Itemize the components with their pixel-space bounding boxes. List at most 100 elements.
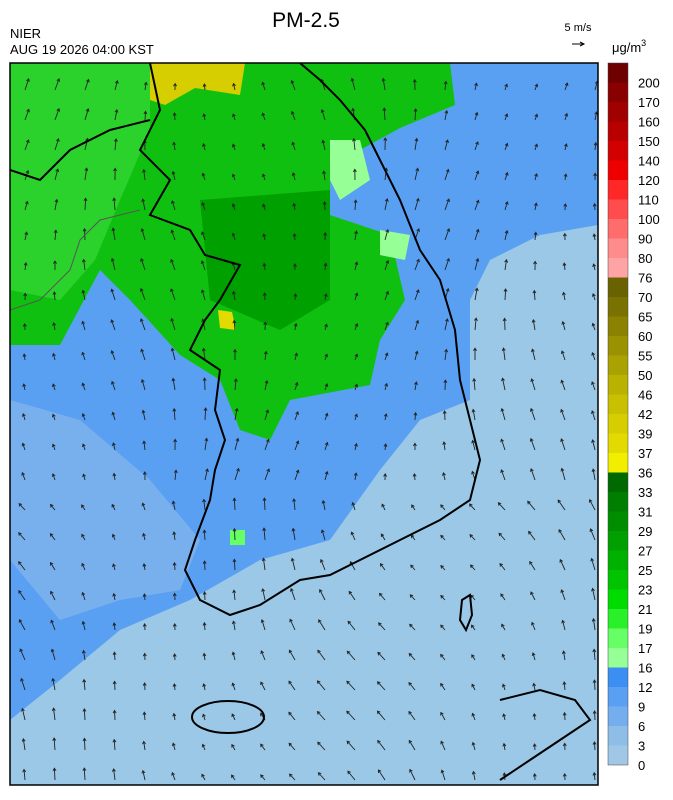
wind-arrow (50, 590, 56, 601)
colorbar-segment (608, 297, 628, 317)
wind-arrow (113, 138, 118, 151)
colorbar-segment (608, 180, 628, 200)
wind-arrow (204, 437, 209, 451)
wind-arrow (110, 349, 116, 361)
wind-arrow (112, 197, 117, 211)
wind-arrow (231, 290, 236, 301)
wind-arrow (561, 650, 566, 661)
wind-arrow (440, 682, 446, 691)
wind-arrow (233, 378, 238, 391)
wind-arrow (591, 322, 596, 331)
wind-arrow (142, 740, 146, 751)
wind-arrow (384, 382, 389, 391)
wind-arrow (442, 472, 446, 481)
wind-arrow (593, 141, 598, 151)
wind-arrow (534, 172, 538, 181)
wind-arrow (411, 504, 416, 511)
wind-arrow (19, 648, 26, 661)
wind-arrow (500, 407, 506, 421)
wind-arrow (82, 678, 87, 691)
wind-arrow (412, 472, 417, 481)
colorbar-segment (608, 628, 628, 648)
wind-arrow (202, 498, 207, 511)
wind-arrow (560, 379, 566, 391)
wind-arrow (320, 529, 326, 541)
colorbar-label: 50 (638, 368, 652, 383)
wind-arrow (384, 321, 389, 331)
wind-arrow (474, 257, 480, 271)
wind-arrow (532, 289, 537, 301)
wind-arrow (51, 707, 56, 721)
wind-arrow (21, 442, 26, 451)
wind-arrow (260, 650, 266, 661)
wind-arrow (468, 503, 476, 511)
colorbar-segment (608, 648, 628, 668)
coastline (10, 63, 592, 781)
wind-arrow (294, 352, 299, 361)
wind-arrow (112, 680, 117, 691)
wind-arrow (502, 713, 506, 721)
wind-arrow (172, 531, 177, 541)
wind-arrow (499, 562, 506, 571)
colorbar-label: 200 (638, 76, 660, 91)
colorbar-segment (608, 492, 628, 512)
wind-arrow (140, 227, 146, 241)
wind-arrow (170, 258, 176, 271)
wind-arrow (470, 594, 476, 601)
wind-arrow (52, 767, 57, 781)
wind-arrow (292, 232, 297, 241)
wind-arrow (290, 557, 296, 571)
wind-arrow (440, 504, 446, 511)
wind-arrow (531, 348, 536, 361)
wind-arrow (497, 502, 506, 511)
wind-arrow (202, 683, 207, 691)
wind-arrow (288, 711, 296, 721)
colorbar-label: 42 (638, 407, 652, 422)
wind-arrow (470, 624, 476, 631)
wind-arrow (563, 173, 568, 181)
wind-arrow (170, 229, 176, 241)
wind-arrow (588, 498, 596, 511)
wind-arrow (354, 292, 359, 301)
wind-arrow (21, 707, 26, 721)
wind-arrow (501, 377, 506, 391)
wind-arrow (111, 411, 116, 421)
wind-arrow (324, 353, 329, 361)
wind-arrow (202, 113, 207, 121)
wind-arrow (414, 137, 419, 151)
wind-arrow (503, 288, 508, 301)
wind-arrow (324, 412, 329, 421)
wind-arrow (201, 172, 206, 181)
wind-arrow (172, 592, 177, 601)
colorbar-label: 120 (638, 173, 660, 188)
wind-arrow (262, 233, 267, 241)
colorbar-segment (608, 609, 628, 629)
wind-arrow (324, 470, 329, 481)
wind-arrow (414, 258, 420, 271)
wind-arrow (171, 377, 176, 391)
wind-arrow (112, 563, 116, 571)
wind-arrow (142, 711, 147, 721)
wind-arrow (376, 710, 386, 721)
wind-arrow (234, 437, 240, 451)
contour-20 (10, 209, 141, 311)
wind-arrow (531, 652, 536, 661)
wind-arrow (384, 259, 390, 271)
wind-arrow (140, 257, 146, 271)
wind-arrow (504, 113, 509, 121)
wind-arrow (21, 412, 26, 421)
wind-arrow (289, 618, 296, 631)
wind-arrow (378, 622, 386, 631)
wind-arrow (294, 411, 299, 421)
wind-arrow (321, 139, 326, 151)
wind-arrow (354, 261, 359, 271)
wind-arrow (111, 380, 116, 391)
wind-arrow (413, 442, 417, 451)
wind-arrow (172, 683, 177, 691)
source: NIER (10, 26, 41, 41)
wind-arrow (142, 440, 147, 451)
wind-scale-arrow (572, 41, 586, 47)
wind-arrow (408, 739, 416, 751)
wind-arrow (592, 771, 597, 781)
wind-arrow (231, 143, 236, 151)
